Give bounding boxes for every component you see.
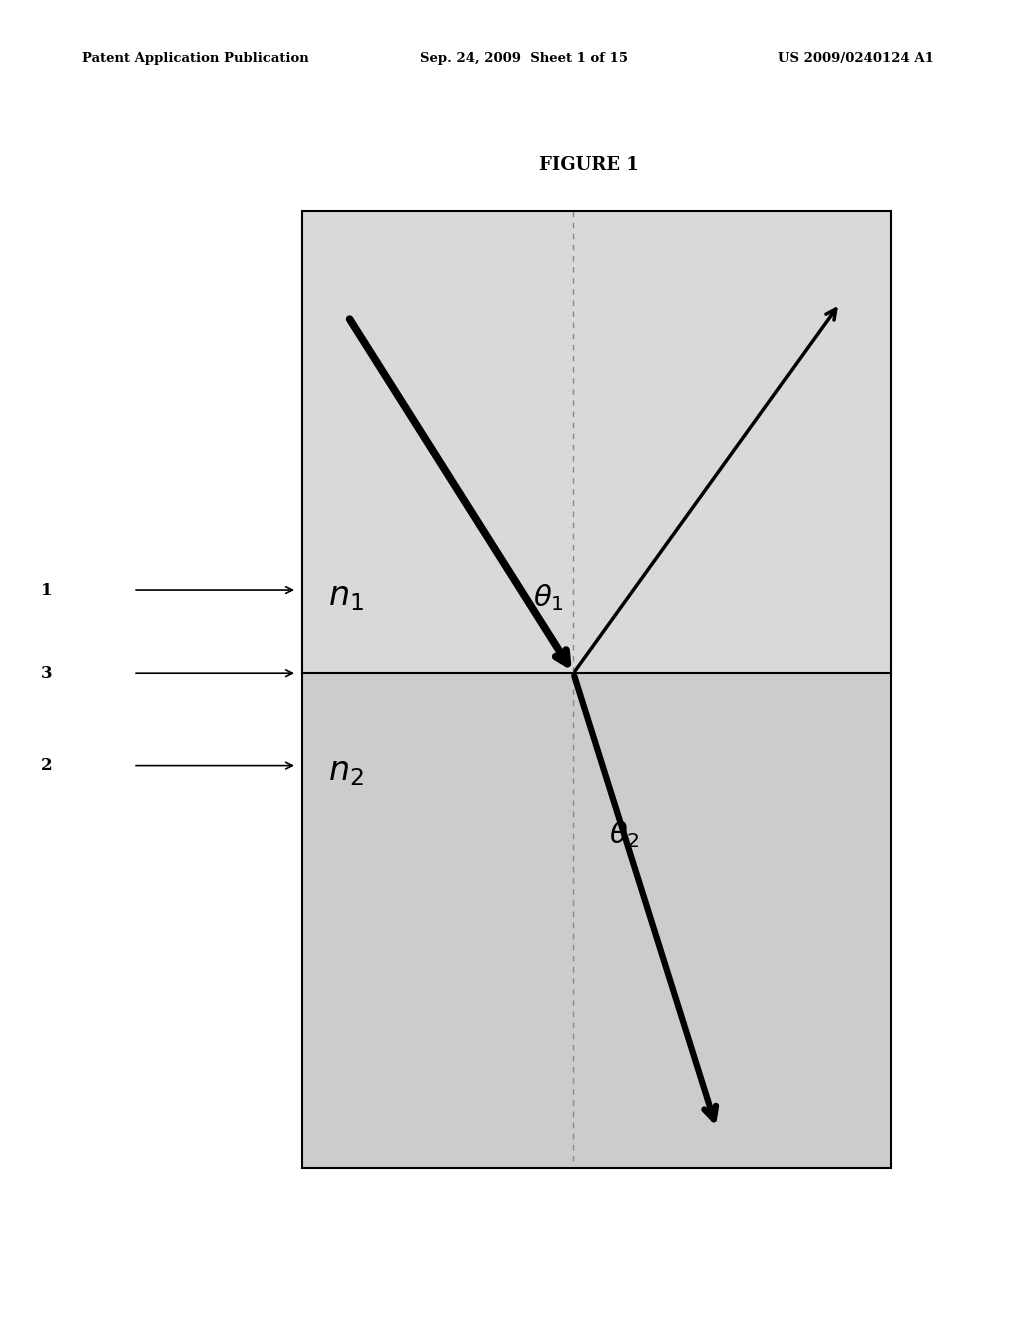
Text: Patent Application Publication: Patent Application Publication <box>82 51 308 65</box>
Text: 1: 1 <box>41 582 52 598</box>
Text: $n_{\mathit{1}}$: $n_{\mathit{1}}$ <box>328 581 364 612</box>
Bar <box>302 211 891 1168</box>
Text: FIGURE 1: FIGURE 1 <box>539 156 639 174</box>
Text: $n_{\mathit{2}}$: $n_{\mathit{2}}$ <box>328 756 364 788</box>
Bar <box>302 211 891 673</box>
Text: $\theta_{\mathit{2}}$: $\theta_{\mathit{2}}$ <box>609 818 640 850</box>
Text: 3: 3 <box>41 665 52 681</box>
Text: $\theta_{\mathit{1}}$: $\theta_{\mathit{1}}$ <box>534 582 564 614</box>
Text: Sep. 24, 2009  Sheet 1 of 15: Sep. 24, 2009 Sheet 1 of 15 <box>420 51 628 65</box>
Text: US 2009/0240124 A1: US 2009/0240124 A1 <box>778 51 934 65</box>
Text: 2: 2 <box>41 758 52 774</box>
Bar <box>302 673 891 1168</box>
